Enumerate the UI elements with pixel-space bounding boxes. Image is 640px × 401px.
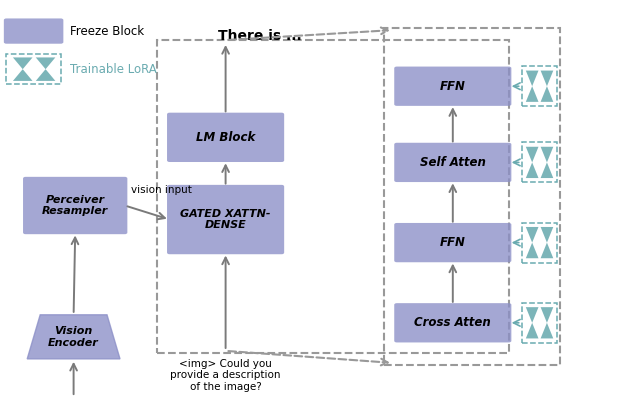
FancyBboxPatch shape — [167, 185, 284, 254]
Polygon shape — [541, 162, 553, 178]
FancyBboxPatch shape — [394, 303, 511, 342]
Text: FFN: FFN — [440, 236, 466, 249]
Polygon shape — [13, 69, 33, 81]
Text: GATED XATTN-
DENSE: GATED XATTN- DENSE — [180, 209, 271, 230]
Polygon shape — [13, 57, 33, 69]
FancyBboxPatch shape — [394, 67, 511, 106]
Bar — [522, 142, 557, 182]
Text: There is ...: There is ... — [218, 29, 301, 43]
Polygon shape — [541, 307, 553, 323]
Polygon shape — [526, 323, 538, 338]
Polygon shape — [526, 227, 538, 243]
Polygon shape — [541, 227, 553, 243]
Text: Cross Atten: Cross Atten — [415, 316, 491, 329]
Polygon shape — [526, 162, 538, 178]
Polygon shape — [526, 307, 538, 323]
Polygon shape — [28, 315, 120, 359]
Bar — [157, 40, 509, 353]
Text: Perceiver
Resampler: Perceiver Resampler — [42, 195, 108, 216]
Bar — [522, 223, 557, 263]
Text: Self Atten: Self Atten — [420, 156, 486, 169]
Polygon shape — [36, 57, 56, 69]
Polygon shape — [541, 243, 553, 258]
Text: Vision
Encoder: Vision Encoder — [48, 326, 99, 348]
FancyBboxPatch shape — [23, 177, 127, 234]
Polygon shape — [36, 69, 56, 81]
Bar — [6, 54, 61, 84]
Polygon shape — [526, 243, 538, 258]
Text: Trainable LoRA: Trainable LoRA — [70, 63, 157, 76]
Polygon shape — [541, 147, 553, 162]
Text: <img> Could you
provide a description
of the image?: <img> Could you provide a description of… — [170, 359, 281, 392]
FancyBboxPatch shape — [4, 18, 63, 44]
Polygon shape — [541, 86, 553, 102]
Polygon shape — [526, 86, 538, 102]
Text: FFN: FFN — [440, 80, 466, 93]
Polygon shape — [541, 71, 553, 86]
FancyBboxPatch shape — [167, 113, 284, 162]
FancyBboxPatch shape — [394, 143, 511, 182]
Bar — [384, 28, 560, 365]
FancyBboxPatch shape — [394, 223, 511, 262]
Polygon shape — [541, 323, 553, 338]
Bar — [522, 303, 557, 343]
Polygon shape — [526, 71, 538, 86]
Bar — [522, 66, 557, 106]
Text: vision input: vision input — [131, 186, 192, 196]
Text: LM Block: LM Block — [196, 131, 255, 144]
Text: Freeze Block: Freeze Block — [70, 24, 145, 38]
Polygon shape — [526, 147, 538, 162]
